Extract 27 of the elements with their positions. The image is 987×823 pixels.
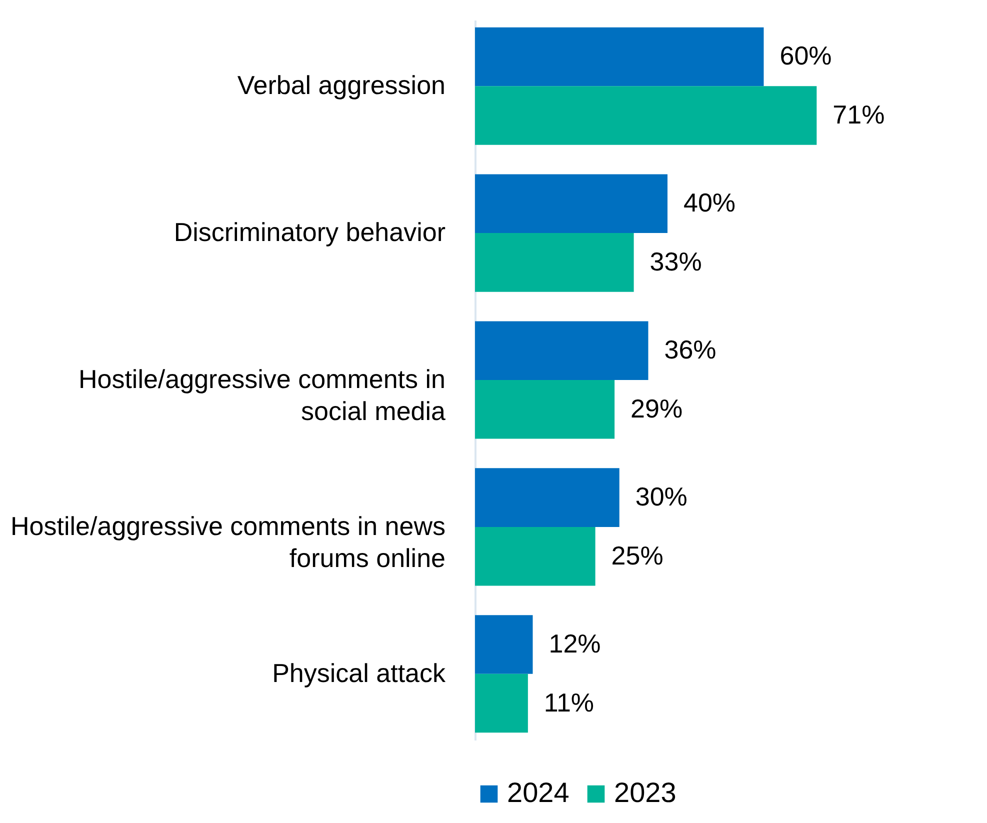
legend-label: 2024	[507, 777, 570, 808]
data-label: 71%	[832, 100, 885, 130]
bar	[475, 233, 634, 292]
y-tick-label: Discriminatory behavior	[174, 217, 446, 248]
data-label: 30%	[635, 482, 688, 512]
y-tick-label: Hostile/aggressive comments in news forums online	[10, 510, 446, 573]
bar	[475, 174, 668, 234]
bar	[475, 674, 528, 733]
bar	[475, 468, 620, 527]
data-label: 36%	[664, 334, 716, 365]
bar	[475, 321, 648, 380]
data-label: 25%	[611, 540, 664, 570]
data-label: 29%	[630, 393, 683, 424]
bar	[475, 615, 533, 674]
y-tick-label: Verbal aggression	[237, 70, 446, 100]
data-label: 40%	[683, 188, 736, 218]
bar	[475, 86, 817, 145]
y-tick-label: Hostile/aggressive comments in social media	[78, 364, 446, 426]
data-label: 11%	[544, 687, 594, 718]
legend-label: 2023	[614, 777, 676, 808]
data-label: 33%	[650, 246, 702, 276]
data-label: 60%	[780, 40, 832, 71]
bar	[475, 380, 615, 439]
data-label: 12%	[548, 628, 601, 658]
bar	[475, 526, 596, 586]
y-tick-label: Physical attack	[272, 658, 446, 688]
bar	[475, 27, 764, 86]
